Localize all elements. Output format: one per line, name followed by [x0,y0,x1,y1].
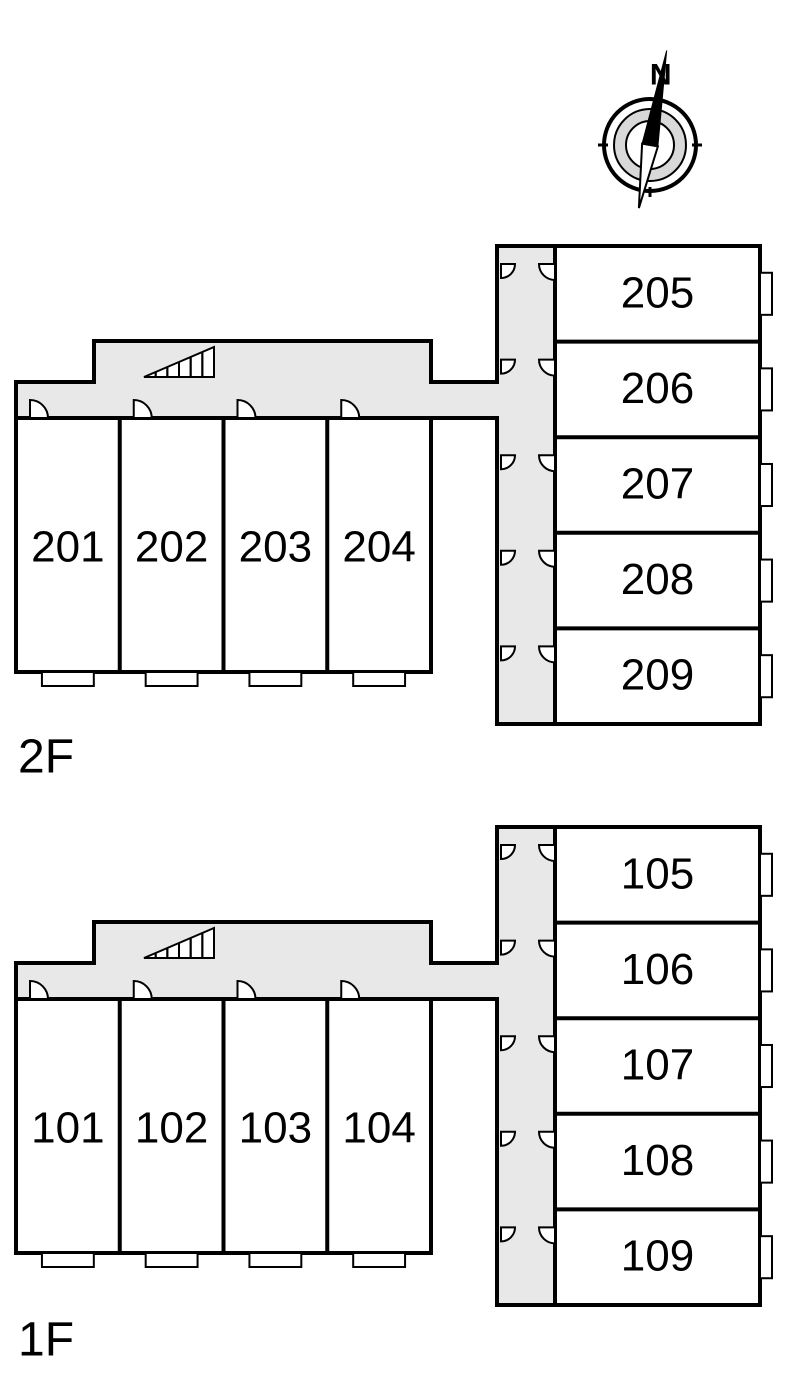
floor-f2: 201 202 203 204 205 206 207 208 209 2F [16,246,772,784]
room-label: 101 [31,1104,104,1153]
compass-icon: N [598,50,702,208]
room-label: 106 [621,945,694,994]
room-label: 204 [342,523,415,572]
room-label: 203 [239,523,312,572]
left-rooms: 201 202 203 204 [16,400,431,686]
room-label: 207 [621,460,694,509]
room-label: 107 [621,1041,694,1090]
room-label: 102 [135,1104,208,1153]
room-label: 202 [135,523,208,572]
room-label: 208 [621,555,694,604]
left-rooms: 101 102 103 104 [16,981,431,1267]
room-label: 109 [621,1232,694,1281]
room-label: 108 [621,1136,694,1185]
room-label: 205 [621,268,694,317]
room-label: 104 [342,1104,415,1153]
room-label: 103 [239,1104,312,1153]
compass-n-label: N [650,58,672,91]
floor-f1: 101 102 103 104 105 106 107 108 109 1F [16,827,772,1367]
room-label: 209 [621,651,694,700]
room-label: 201 [31,523,104,572]
room-label: 206 [621,364,694,413]
floor-label: 2F [18,731,74,784]
room-label: 105 [621,849,694,898]
floor-label: 1F [18,1314,74,1367]
floorplan-diagram: N2012022032042052062072082092F1011021031… [0,0,800,1381]
